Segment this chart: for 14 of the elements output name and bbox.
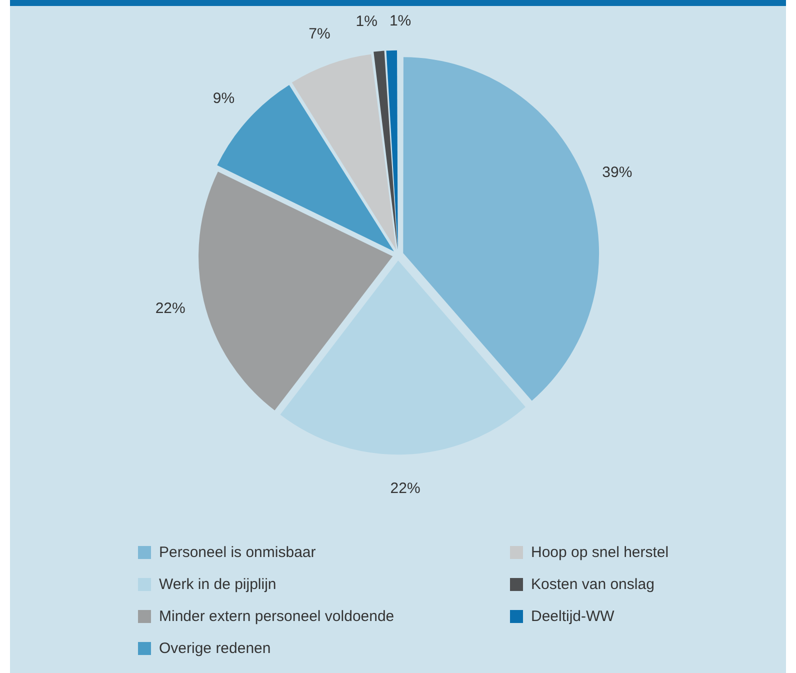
data-label: 39%: [602, 164, 632, 182]
legend-label: Personeel is onmisbaar: [159, 544, 316, 560]
data-label: 1%: [356, 13, 378, 30]
data-label: 1%: [389, 12, 412, 30]
data-label: 7%: [308, 26, 330, 43]
legend-label: Deeltijd-WW: [531, 608, 614, 624]
legend-label: Overige redenen: [159, 640, 271, 656]
legend-label: Minder extern personeel voldoende: [159, 608, 394, 624]
data-label: 22%: [390, 480, 420, 498]
legend-label: Werk in de pijplijn: [159, 576, 276, 592]
legend-label: Hoop op snel herstel: [531, 544, 669, 560]
data-label: 9%: [212, 90, 235, 107]
data-label: 22%: [155, 300, 186, 318]
legend-label: Kosten van onslag: [531, 576, 654, 592]
